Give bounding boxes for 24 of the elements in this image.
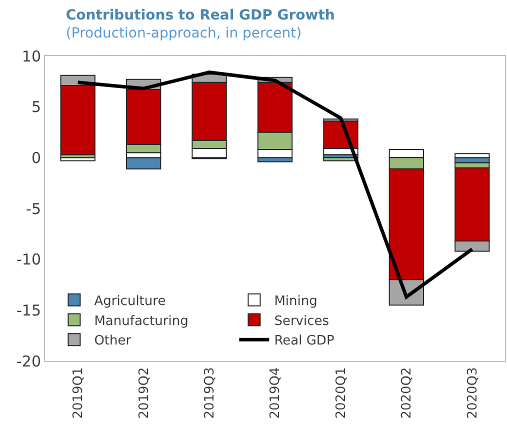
y-tick-label: 0 (31, 148, 41, 167)
x-tick-label: 2019Q1 (71, 367, 86, 419)
x-tick-label: 2020Q3 (465, 367, 480, 419)
y-tick-label: 10 (22, 47, 41, 66)
x-tick-label: 2019Q2 (136, 367, 152, 419)
x-tick-label: 2020Q2 (400, 367, 415, 419)
chart-subtitle: (Production-approach, in percent) (66, 26, 302, 42)
y-tick-label: -20 (16, 352, 41, 370)
legend-label: Agriculture (94, 294, 166, 309)
legend-label: Manufacturing (94, 314, 188, 329)
x-tick-label: 2020Q1 (334, 367, 349, 419)
y-tick-label: -5 (26, 200, 41, 218)
y-tick-label: -10 (16, 250, 41, 269)
bar (126, 157, 162, 170)
legend-label: Other (94, 334, 132, 349)
x-tick-label: 2019Q4 (268, 367, 284, 419)
legend-label: Services (274, 314, 330, 329)
legend-label: Mining (274, 294, 318, 309)
y-tick-label: 5 (31, 98, 41, 116)
chart-title: Contributions to Real GDP Growth (66, 7, 335, 24)
bar (454, 153, 490, 158)
legend-label: Real GDP (274, 334, 334, 349)
x-tick-label: 2019Q3 (202, 367, 218, 419)
y-tick-label: -15 (16, 301, 41, 320)
